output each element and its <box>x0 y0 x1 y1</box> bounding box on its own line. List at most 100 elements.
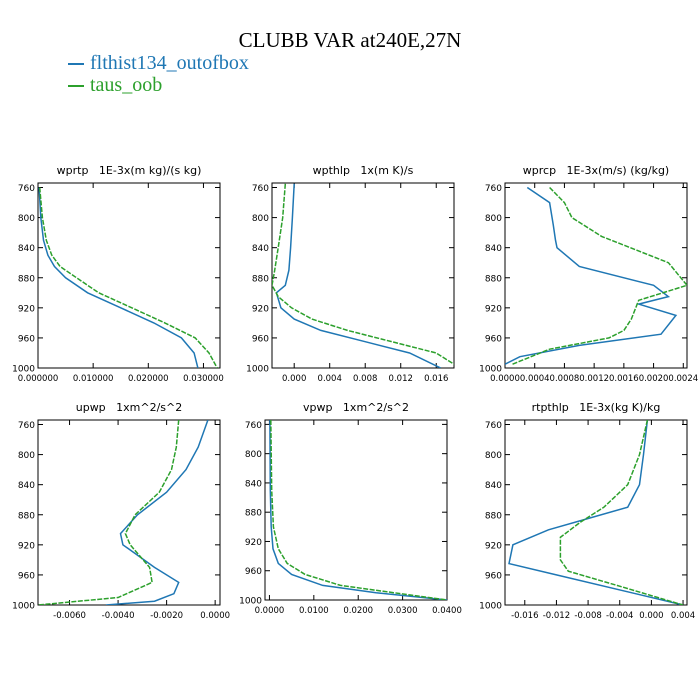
legend-entry-flthist134: flthist134_outofbox <box>68 52 249 75</box>
x-tick-label: 0.0008 <box>550 374 580 384</box>
chart-panel-5: vpwp 1xm^2/s^2 760 800 840 880 920 960 10000.00… <box>239 401 462 616</box>
y-tick-label: 840 <box>485 244 502 254</box>
x-tick-label: 0.0100 <box>299 606 329 616</box>
x-tick-label: 0.008 <box>353 374 377 384</box>
x-tick-label: -0.0020 <box>150 611 183 621</box>
x-tick-label: 0.0300 <box>388 606 418 616</box>
series-line-taus-oob <box>38 187 218 368</box>
y-tick-label: 800 <box>485 451 502 461</box>
y-tick-label: 880 <box>485 274 502 284</box>
y-tick-label: 760 <box>18 184 35 194</box>
y-tick-label: 800 <box>485 214 502 224</box>
y-tick-label: 960 <box>18 571 35 581</box>
y-tick-label: 840 <box>18 244 35 254</box>
plot-frame <box>37 419 221 606</box>
y-tick-label: 760 <box>18 421 35 431</box>
chart-panel-1: wprtp 1E-3x(m kg)/(s kg) 760 800 840 880 920 9… <box>12 164 224 384</box>
y-tick-label: 880 <box>485 511 502 521</box>
y-tick-label: 960 <box>485 571 502 581</box>
series-line-flthist134 <box>105 420 209 605</box>
chart-title: wprcp 1E-3x(m/s) (kg/kg) <box>523 164 669 177</box>
y-tick-label: 880 <box>245 509 262 519</box>
y-tick-label: 800 <box>245 450 262 460</box>
y-tick-label: 1000 <box>239 597 262 607</box>
plot-frame <box>271 182 455 369</box>
y-tick-label: 760 <box>485 184 502 194</box>
legend-entry-taus-oob: taus_oob <box>68 74 162 97</box>
y-tick-label: 760 <box>485 421 502 431</box>
y-tick-label: 880 <box>252 274 269 284</box>
y-tick-label: 1000 <box>12 602 35 612</box>
y-tick-label: 1000 <box>246 365 269 375</box>
y-tick-label: 760 <box>245 421 262 431</box>
x-tick-label: 0.0012 <box>579 374 609 384</box>
x-tick-label: 0.0016 <box>609 374 639 384</box>
x-tick-label: 0.0000 <box>200 611 230 621</box>
y-tick-label: 920 <box>18 541 35 551</box>
x-tick-label: 0.016 <box>424 374 448 384</box>
series-line-taus-oob <box>512 186 687 365</box>
series-line-taus-oob <box>559 420 684 605</box>
x-tick-label: 0.020000 <box>128 374 169 384</box>
x-tick-label: 0.000 <box>282 374 306 384</box>
x-tick-label: 0.010000 <box>73 374 114 384</box>
chart-panel-4: upwp 1xm^2/s^2 760 800 840 880 920 960 1000 -0.0… <box>12 401 230 621</box>
x-tick-label: 0.0004 <box>520 374 550 384</box>
series-line-taus-oob <box>38 420 180 605</box>
series-line-flthist134 <box>508 420 684 605</box>
y-tick-label: 960 <box>18 334 35 344</box>
series-line-flthist134 <box>269 420 447 600</box>
x-tick-label: -0.016 <box>511 611 538 621</box>
x-tick-label: 0.0000 <box>490 374 520 384</box>
chart-panel-3: wprcp 1E-3x(m/s) (kg/kg) 760 800 840 880 920 9… <box>479 164 698 384</box>
chart-title: wprtp 1E-3x(m kg)/(s kg) <box>57 164 202 177</box>
series-line-taus-oob <box>272 183 454 365</box>
x-tick-label: 0.000000 <box>18 374 59 384</box>
y-tick-label: 960 <box>245 567 262 577</box>
series-line-taus-oob <box>270 420 447 600</box>
y-tick-label: 1000 <box>12 365 35 375</box>
y-tick-label: 760 <box>252 184 269 194</box>
y-tick-label: 920 <box>485 541 502 551</box>
chart-panel-2: wpthlp 1x(m K)/s 760 800 840 880 920 960 1000 0.… <box>246 164 455 384</box>
y-tick-label: 920 <box>245 538 262 548</box>
figure-title: CLUBB VAR at240E,27N <box>238 28 462 52</box>
legend-line-swatch <box>68 63 84 66</box>
y-tick-label: 840 <box>245 479 262 489</box>
x-tick-label: -0.0040 <box>102 611 135 621</box>
series-line-flthist134 <box>275 183 442 368</box>
y-tick-label: 840 <box>252 244 269 254</box>
y-tick-label: 920 <box>252 304 269 314</box>
plot-frame <box>504 182 688 369</box>
chart-title: upwp 1xm^2/s^2 <box>76 401 183 414</box>
plot-frame <box>264 419 448 601</box>
y-tick-label: 840 <box>18 481 35 491</box>
x-tick-label: 0.030000 <box>183 374 224 384</box>
chart-title: wpthlp 1x(m K)/s <box>313 164 414 177</box>
x-tick-label: 0.0024 <box>668 374 698 384</box>
x-tick-label: 0.000 <box>639 611 663 621</box>
x-tick-label: 0.0020 <box>639 374 669 384</box>
chart-panel-6: rtpthlp 1E-3x(kg K)/kg 760 800 840 880 920 960… <box>479 401 695 621</box>
y-tick-label: 920 <box>485 304 502 314</box>
series-line-flthist134 <box>38 187 199 368</box>
y-tick-label: 840 <box>485 481 502 491</box>
x-tick-label: 0.0400 <box>432 606 462 616</box>
legend-label: taus_oob <box>90 74 163 96</box>
x-tick-label: 0.012 <box>389 374 413 384</box>
y-tick-label: 1000 <box>479 602 502 612</box>
y-tick-label: 800 <box>18 214 35 224</box>
x-tick-label: -0.012 <box>543 611 570 621</box>
x-tick-label: 0.0000 <box>255 606 285 616</box>
y-tick-label: 960 <box>485 334 502 344</box>
y-tick-label: 960 <box>252 334 269 344</box>
x-tick-label: 0.0200 <box>343 606 373 616</box>
y-tick-label: 920 <box>18 304 35 314</box>
y-tick-label: 880 <box>18 274 35 284</box>
legend-line-swatch <box>68 85 84 88</box>
x-tick-label: -0.004 <box>606 611 633 621</box>
chart-title: vpwp 1xm^2/s^2 <box>303 401 409 414</box>
plot-frame <box>504 419 688 606</box>
series-line-flthist134 <box>505 186 678 365</box>
